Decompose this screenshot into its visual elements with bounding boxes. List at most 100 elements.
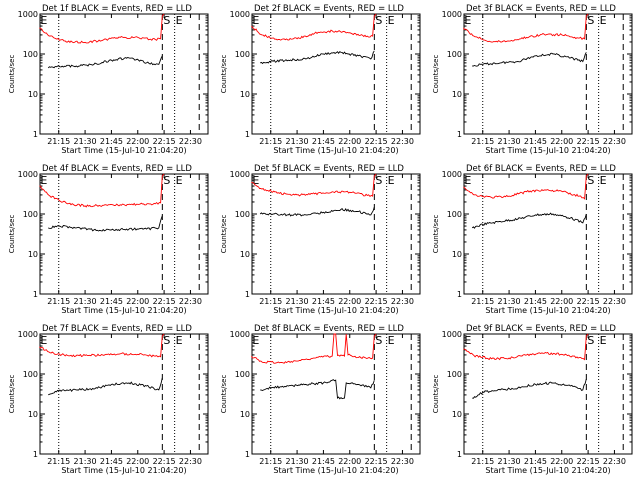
x-axis-label: Start Time (15-Jul-10 21:04:20) xyxy=(273,146,398,155)
y-axis-label: Counts/sec xyxy=(432,55,440,94)
x-tick-label: 21:30 xyxy=(286,297,309,306)
plot-frame xyxy=(463,13,633,135)
y-tick-label: 1000 xyxy=(230,10,250,19)
x-tick-label: 21:30 xyxy=(498,297,521,306)
panel-title: Det 7f BLACK = Events, RED = LLD xyxy=(42,324,192,334)
y-tick-label: 1 xyxy=(33,290,38,299)
y-tick-label: 100 xyxy=(235,50,250,59)
x-tick-label: 21:30 xyxy=(74,457,97,466)
y-axis-label: Counts/sec xyxy=(220,55,228,94)
x-tick-label: 21:30 xyxy=(74,137,97,146)
y-tick-label: 1000 xyxy=(18,330,38,339)
series-lld-line xyxy=(39,173,165,208)
x-tick-label: 21:15 xyxy=(471,297,494,306)
x-tick-label: 21:30 xyxy=(286,457,309,466)
x-tick-label: 22:30 xyxy=(603,457,626,466)
y-tick-label: 1000 xyxy=(442,170,462,179)
x-tick-label: 21:45 xyxy=(100,137,123,146)
series-lld-line xyxy=(251,173,377,198)
x-axis-label: Start Time (15-Jul-10 21:04:20) xyxy=(61,306,186,315)
x-tick-label: 22:15 xyxy=(153,297,176,306)
x-tick-label: 22:30 xyxy=(603,137,626,146)
marker-label: S xyxy=(587,14,594,27)
y-tick-label: 1000 xyxy=(18,10,38,19)
x-tick-label: 22:30 xyxy=(179,137,202,146)
panel-title: Det 1f BLACK = Events, RED = LLD xyxy=(42,4,192,14)
x-tick-label: 22:30 xyxy=(179,457,202,466)
y-axis-label: Counts/sec xyxy=(432,375,440,414)
y-tick-label: 100 xyxy=(447,210,462,219)
plot-frame xyxy=(39,173,209,295)
x-tick-label: 21:45 xyxy=(524,457,547,466)
y-tick-label: 100 xyxy=(23,210,38,219)
x-axis-label: Start Time (15-Jul-10 21:04:20) xyxy=(273,466,398,475)
y-axis-label: Counts/sec xyxy=(220,215,228,254)
y-axis-label: Counts/sec xyxy=(220,375,228,414)
x-tick-label: 22:30 xyxy=(391,137,414,146)
marker-label: E xyxy=(252,14,259,27)
y-tick-label: 1 xyxy=(245,290,250,299)
series-lld-line xyxy=(463,173,589,200)
panel-title: Det 9f BLACK = Events, RED = LLD xyxy=(466,324,616,334)
x-tick-label: 21:45 xyxy=(524,137,547,146)
x-tick-label: 22:15 xyxy=(153,137,176,146)
marker-label: E xyxy=(388,14,395,27)
y-tick-label: 10 xyxy=(452,410,462,419)
x-axis-label: Start Time (15-Jul-10 21:04:20) xyxy=(485,466,610,475)
x-axis-label: Start Time (15-Jul-10 21:04:20) xyxy=(485,146,610,155)
marker-label: E xyxy=(600,334,607,347)
x-axis-label: Start Time (15-Jul-10 21:04:20) xyxy=(61,146,186,155)
y-axis-label: Counts/sec xyxy=(8,375,16,414)
panel-det-6f: Det 6f BLACK = Events, RED = LLD 1 10 100 10… xyxy=(432,164,633,315)
y-tick-label: 10 xyxy=(240,410,250,419)
x-tick-label: 21:15 xyxy=(471,457,494,466)
x-tick-label: 22:00 xyxy=(338,457,361,466)
x-tick-label: 21:15 xyxy=(259,297,282,306)
x-tick-label: 22:00 xyxy=(126,457,149,466)
y-tick-label: 1 xyxy=(457,130,462,139)
x-tick-label: 21:45 xyxy=(312,457,335,466)
x-tick-label: 21:15 xyxy=(47,297,70,306)
series-events-line xyxy=(259,206,375,217)
series-events-line xyxy=(472,378,587,399)
marker-label: E xyxy=(252,334,259,347)
panel-det-5f: Det 5f BLACK = Events, RED = LLD 1 10 100 10… xyxy=(220,164,421,315)
series-lld-line xyxy=(251,13,377,41)
x-tick-label: 21:15 xyxy=(259,137,282,146)
panel-title: Det 8f BLACK = Events, RED = LLD xyxy=(254,324,404,334)
marker-label: S xyxy=(587,334,594,347)
y-tick-label: 10 xyxy=(452,90,462,99)
y-axis-label: Counts/sec xyxy=(8,55,16,94)
marker-label: S xyxy=(163,14,170,27)
series-events-line xyxy=(260,379,375,400)
marker-label: E xyxy=(40,14,47,27)
marker-label: E xyxy=(252,174,259,187)
marker-label: E xyxy=(600,14,607,27)
x-tick-label: 22:00 xyxy=(550,297,573,306)
x-tick-label: 21:45 xyxy=(524,297,547,306)
panel-det-4f: Det 4f BLACK = Events, RED = LLD 1 10 100 10… xyxy=(8,164,209,315)
x-tick-label: 22:00 xyxy=(126,137,149,146)
series-lld-line xyxy=(39,333,165,358)
panel-title: Det 2f BLACK = Events, RED = LLD xyxy=(254,4,404,14)
x-tick-label: 21:15 xyxy=(47,457,70,466)
x-tick-label: 22:30 xyxy=(179,297,202,306)
panel-title: Det 3f BLACK = Events, RED = LLD xyxy=(466,4,616,14)
plot-frame xyxy=(39,333,209,455)
y-tick-label: 1000 xyxy=(442,330,462,339)
series-lld-line xyxy=(39,13,165,44)
marker-label: E xyxy=(464,334,471,347)
y-tick-label: 1 xyxy=(33,450,38,459)
x-tick-label: 21:30 xyxy=(74,297,97,306)
plot-frame xyxy=(39,13,209,135)
marker-label: E xyxy=(464,174,471,187)
marker-label: S xyxy=(587,174,594,187)
x-tick-label: 22:00 xyxy=(126,297,149,306)
y-tick-label: 1000 xyxy=(230,170,250,179)
marker-label: E xyxy=(176,334,183,347)
x-tick-label: 22:00 xyxy=(550,137,573,146)
plot-frame xyxy=(251,333,421,455)
series-events-line xyxy=(472,52,587,67)
